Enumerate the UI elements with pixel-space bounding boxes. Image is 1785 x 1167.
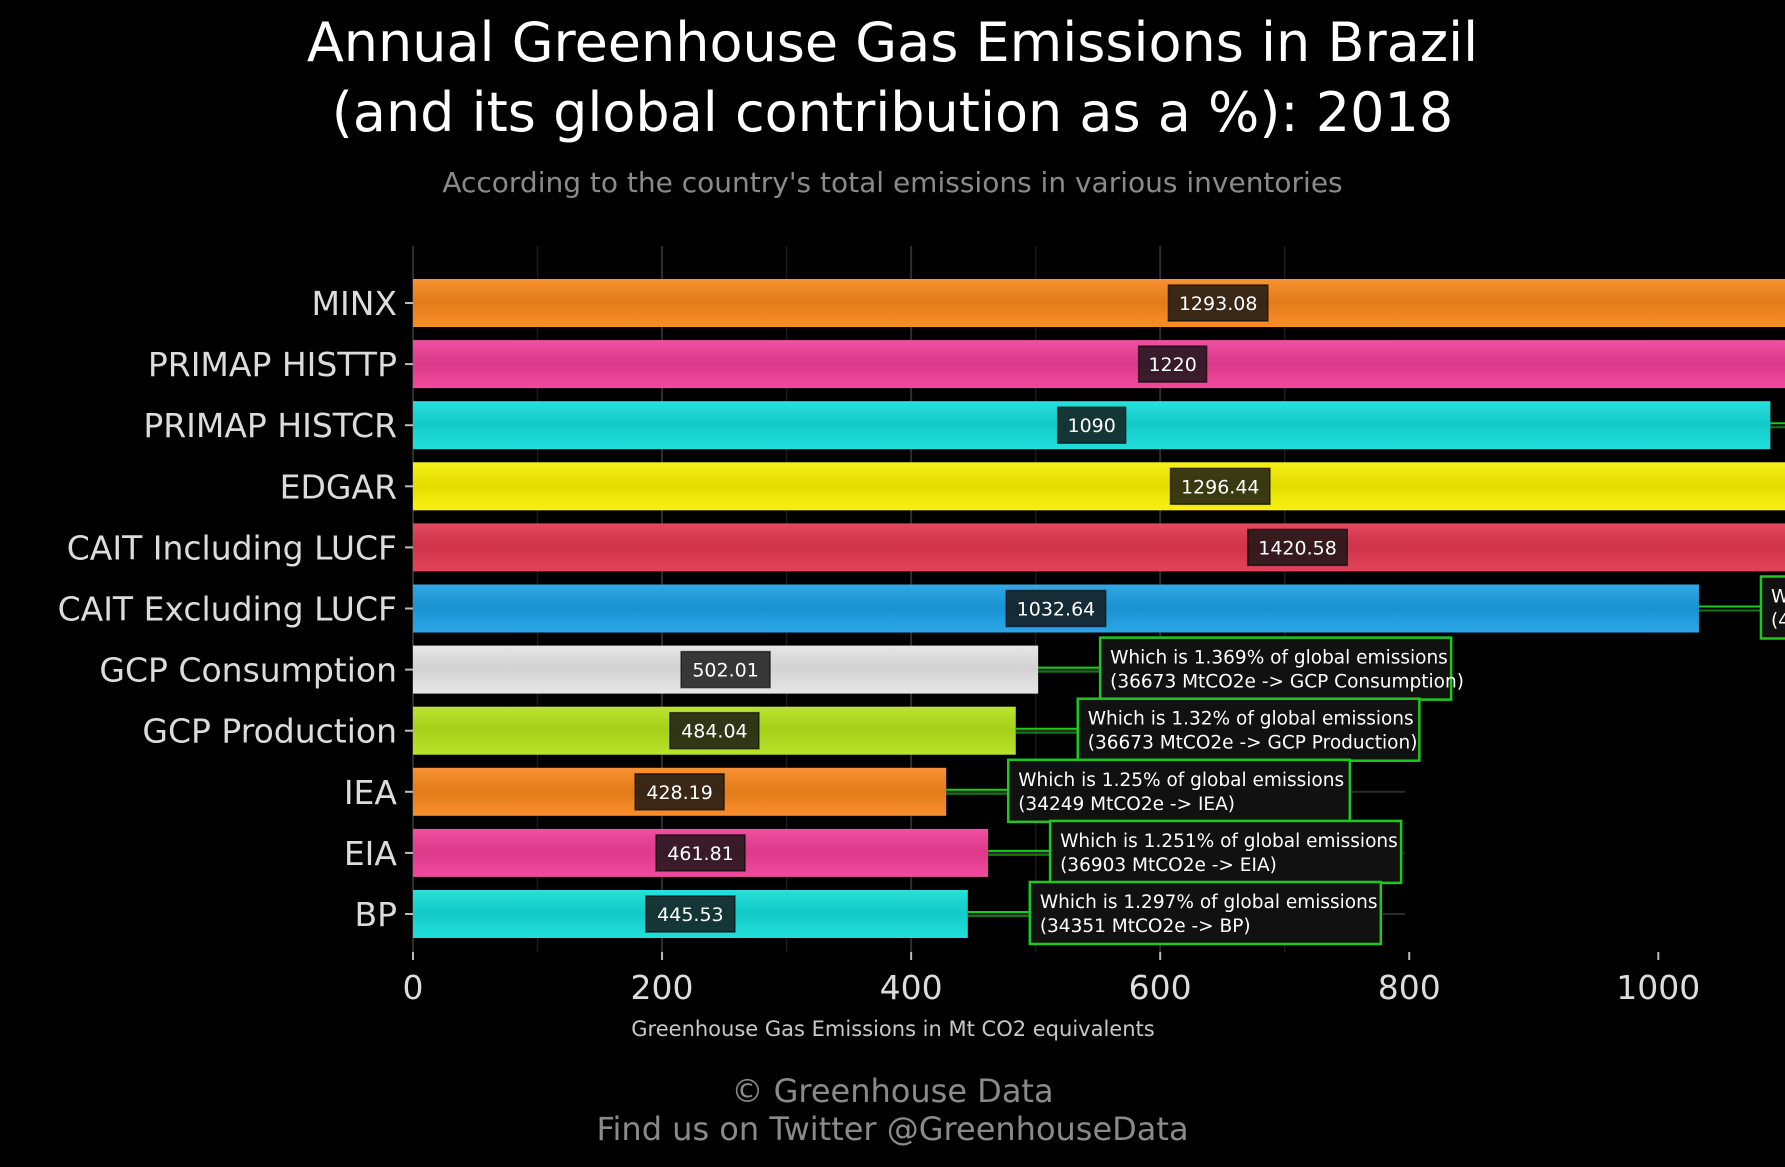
annotation-box-7 xyxy=(1076,697,1421,762)
category-label-8: IEA xyxy=(344,773,398,812)
annotation-line2-6: (36673 MtCO2e -> GCP Consumption) xyxy=(1110,672,1464,693)
category-label-7: GCP Production xyxy=(142,712,397,751)
footer: © Greenhouse Data Find us on Twitter @Gr… xyxy=(0,1072,1785,1148)
category-label-1: PRIMAP HISTTP xyxy=(148,345,397,384)
value-label-6: 502.01 xyxy=(692,660,758,682)
axes: MINX PRIMAP HISTTP PRIMAP HISTCR EDGAR CAIT … xyxy=(58,284,1701,1041)
value-label-10: 445.53 xyxy=(657,904,723,926)
x-tick-label-1: 200 xyxy=(631,968,694,1007)
value-label-2: 1090 xyxy=(1068,415,1116,437)
chart-subtitle: According to the country's total emissio… xyxy=(442,166,1343,199)
category-label-2: PRIMAP HISTCR xyxy=(143,406,397,445)
annotation-line2-10: (34351 MtCO2e -> BP) xyxy=(1040,916,1251,937)
value-label-box-3 xyxy=(1169,467,1271,506)
x-tick-label-5: 1000 xyxy=(1616,968,1700,1007)
bar-chart: 1293.08 1220 1090 1296.44 1420.58 1032.64 502.… xyxy=(58,246,1785,1041)
category-label-10: BP xyxy=(354,895,397,934)
annotation-line1-9: Which is 1.251% of global emissions xyxy=(1060,831,1398,852)
value-label-box-0 xyxy=(1167,284,1269,322)
chart-title-line-1: Annual Greenhouse Gas Emissions in Brazi… xyxy=(306,11,1479,74)
annotation-line1-10: Which is 1.297% of global emissions xyxy=(1040,892,1378,913)
category-label-5: CAIT Excluding LUCF xyxy=(58,590,397,629)
value-label-5: 1032.64 xyxy=(1017,599,1096,621)
chart-title: Annual Greenhouse Gas Emissions in Brazi… xyxy=(0,8,1785,148)
value-label-box-1 xyxy=(1137,345,1208,383)
bar-shade-3 xyxy=(413,462,1785,511)
category-label-3: EDGAR xyxy=(280,467,397,506)
value-label-box-9 xyxy=(655,834,746,872)
bar-shade-1 xyxy=(413,340,1785,389)
annotation-line1-6: Which is 1.369% of global emissions xyxy=(1110,648,1448,669)
x-tick-label-4: 800 xyxy=(1378,968,1441,1007)
footer-twitter: Find us on Twitter @GreenhouseData xyxy=(596,1110,1189,1148)
value-label-box-7 xyxy=(669,711,760,750)
annotation-line2-9: (36903 MtCO2e -> EIA) xyxy=(1060,855,1277,876)
annotation-line2-7: (36673 MtCO2e -> GCP Production) xyxy=(1088,733,1418,754)
bars: 1293.08 1220 1090 1296.44 1420.58 1032.64 502.… xyxy=(413,279,1785,938)
category-label-0: MINX xyxy=(312,284,398,323)
value-label-4: 1420.58 xyxy=(1258,537,1337,559)
category-label-6: GCP Consumption xyxy=(99,651,397,690)
category-label-9: EIA xyxy=(344,834,398,873)
value-label-box-2 xyxy=(1056,406,1127,444)
bar-shade-0 xyxy=(413,279,1785,327)
annotation-line1-8: Which is 1.25% of global emissions xyxy=(1018,770,1344,791)
x-tick-label-3: 600 xyxy=(1129,968,1192,1007)
annotations: Which is 2.48% of global emissions(52142… xyxy=(946,422,1785,946)
value-label-box-4 xyxy=(1247,528,1349,567)
annotation-line1-7: Which is 1.32% of global emissions xyxy=(1088,709,1414,730)
category-label-4: CAIT Including LUCF xyxy=(67,528,397,567)
chart-title-line-2: (and its global contribution as a %): 20… xyxy=(331,81,1454,144)
annotation-line1-5: Which is 2.172% of global emissions xyxy=(1771,587,1785,608)
x-tick-label-0: 0 xyxy=(403,968,424,1007)
value-label-9: 461.81 xyxy=(667,843,733,865)
bar-shade-4 xyxy=(413,523,1785,572)
value-label-box-10 xyxy=(645,895,736,933)
annotation-line2-8: (34249 MtCO2e -> IEA) xyxy=(1018,794,1235,815)
x-tick-label-2: 400 xyxy=(880,968,943,1007)
value-label-0: 1293.08 xyxy=(1179,293,1258,315)
value-label-8: 428.19 xyxy=(646,782,712,804)
value-label-7: 484.04 xyxy=(681,721,747,743)
annotation-line2-5: (47552 MtCO2e -> CAIT Excluding LUCF) xyxy=(1771,611,1785,632)
value-label-box-5 xyxy=(1005,589,1107,628)
x-axis-title: Greenhouse Gas Emissions in Mt CO2 equiv… xyxy=(631,1017,1154,1041)
annotation-box-10 xyxy=(1028,880,1383,946)
value-label-3: 1296.44 xyxy=(1181,476,1260,498)
value-label-box-6 xyxy=(680,650,771,689)
footer-copyright: © Greenhouse Data xyxy=(731,1072,1054,1110)
value-label-box-8 xyxy=(634,773,725,811)
value-label-1: 1220 xyxy=(1148,354,1196,376)
annotation-box-8 xyxy=(1006,758,1352,824)
annotation-box-5 xyxy=(1759,575,1785,640)
